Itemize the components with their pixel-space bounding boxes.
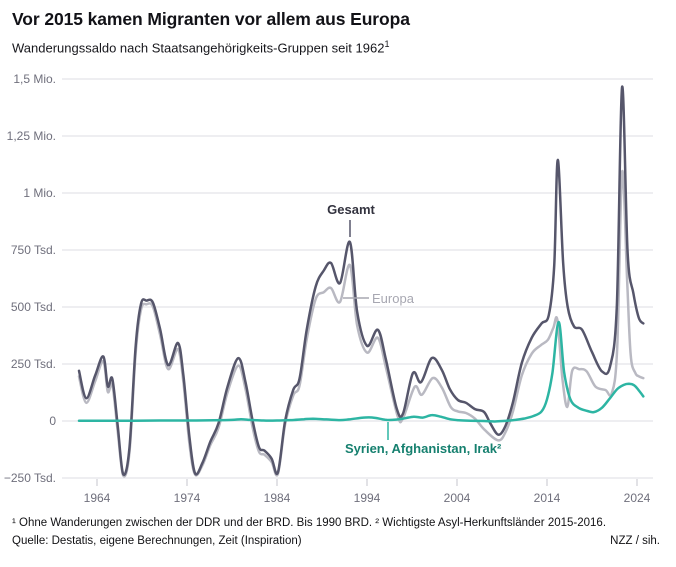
y-axis-label: 1 Mio.	[23, 186, 56, 200]
series-line-syrien-afghanistan-irak	[77, 320, 645, 423]
x-axis-label: 1974	[173, 491, 201, 505]
y-axis-label: 1,25 Mio.	[6, 129, 56, 143]
series-line-gesamt	[77, 85, 645, 477]
chart-footnote: ¹ Ohne Wanderungen zwischen der DDR und …	[12, 517, 607, 529]
source-note: Quelle: Destatis, eigene Berechnungen, Z…	[12, 535, 302, 547]
chart-subtitle: Wanderungssaldo nach Staatsangehörigkeit…	[12, 39, 389, 55]
y-axis-label: 750 Tsd.	[10, 243, 56, 257]
footnote-marker-1: 1	[384, 39, 390, 49]
x-axis-label: 1994	[353, 491, 381, 505]
chart-title: Vor 2015 kamen Migranten vor allem aus E…	[12, 9, 410, 29]
x-axis-label: 1984	[263, 491, 291, 505]
series-label-syrien: Syrien, Afghanistan, Irak²	[345, 441, 502, 456]
x-axis-label: 1964	[83, 491, 111, 505]
y-axis-label: −250 Tsd.	[3, 471, 56, 485]
y-axis-label: 500 Tsd.	[10, 300, 56, 314]
chart-subtitle-text: Wanderungssaldo nach Staatsangehörigkeit…	[12, 40, 385, 56]
series-line-europa	[77, 169, 645, 478]
x-axis-label: 2014	[533, 491, 561, 505]
y-axis-label: 1,5 Mio.	[13, 72, 56, 86]
series-label-gesamt: Gesamt	[327, 202, 375, 217]
y-axis-label: 0	[49, 414, 56, 428]
source-row: Quelle: Destatis, eigene Berechnungen, Z…	[12, 535, 660, 547]
credit-note: NZZ / sih.	[610, 535, 660, 547]
series-label-europa: Europa	[372, 291, 414, 306]
y-axis-label: 250 Tsd.	[10, 357, 56, 371]
x-axis-label: 2024	[623, 491, 651, 505]
x-axis-label: 2004	[443, 491, 471, 505]
